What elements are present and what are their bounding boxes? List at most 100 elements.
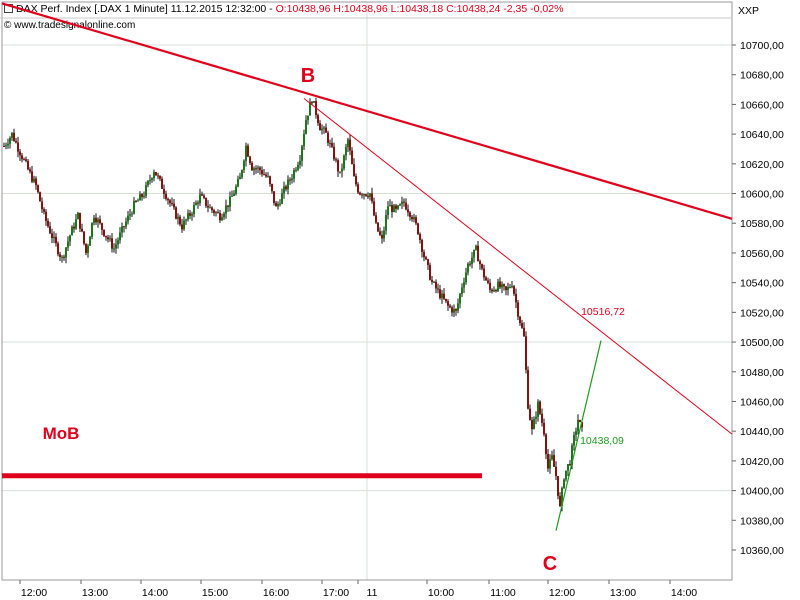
candle-body [475, 245, 477, 250]
candle-body [537, 401, 539, 417]
candle-body [143, 195, 145, 197]
candle-body [349, 139, 351, 151]
candle-body [77, 212, 79, 220]
candle-body [443, 293, 445, 299]
candle-body [437, 288, 439, 290]
candle-body [373, 201, 375, 216]
candle-body [491, 289, 493, 292]
candle-body [237, 179, 239, 187]
candle-body [157, 175, 159, 177]
candle-body [411, 216, 413, 220]
candle-body [277, 203, 279, 207]
candle-body [75, 219, 77, 229]
candle-body [499, 281, 501, 288]
candle-body [149, 180, 151, 182]
candle-body [273, 191, 275, 203]
candle-body [355, 176, 357, 185]
candle-body [205, 197, 207, 206]
candle-body [553, 455, 555, 467]
candle-body [407, 209, 409, 213]
candle-body [417, 223, 419, 235]
candle-body [231, 195, 233, 197]
candle-body [535, 416, 537, 419]
candle-body [233, 193, 235, 196]
candle-body [267, 176, 269, 178]
datetime-label: 11.12.2015 12:32:00 [170, 3, 267, 15]
candle-body [527, 369, 529, 409]
candle-body [49, 226, 51, 234]
candle-body [99, 219, 101, 224]
instrument-label: DAX Perf. Index [.DAX [16, 3, 122, 15]
candle-body [21, 155, 23, 160]
candle-body [511, 286, 513, 288]
candle-body [401, 201, 403, 205]
candle-body [337, 160, 339, 172]
candle-body [245, 145, 247, 161]
candle-body [159, 175, 161, 179]
candle-body [11, 132, 13, 138]
x-tick-label: 12:00 [21, 587, 47, 599]
candle-body [523, 327, 525, 337]
candle-body [363, 194, 365, 196]
candle-body [29, 169, 31, 172]
candle-body [403, 201, 405, 203]
candle-body [19, 151, 21, 156]
candle-body [239, 177, 241, 180]
candle-body [427, 259, 429, 266]
candle-body [47, 220, 49, 227]
candle-body [507, 286, 509, 291]
candle-body [127, 215, 129, 222]
candle-body [209, 207, 211, 209]
candle-body [105, 235, 107, 238]
candle-body [409, 212, 411, 217]
candle-body [155, 171, 157, 176]
candle-body [461, 287, 463, 294]
candle-body [39, 192, 41, 202]
candle-body [107, 237, 109, 240]
candle-body [473, 249, 475, 258]
candle-body [279, 203, 281, 205]
candle-body [313, 101, 315, 103]
candle-body [289, 179, 291, 181]
candle-body [531, 419, 533, 430]
candle-body [13, 132, 15, 141]
candle-body [299, 160, 301, 165]
candle-body [477, 245, 479, 262]
candle-body [455, 309, 457, 311]
candle-body [219, 212, 221, 221]
candle-body [503, 284, 505, 287]
x-tick-label: 12:00 [549, 587, 575, 599]
candle-body [191, 214, 193, 216]
candle-body [197, 202, 199, 204]
axes: 10360,00 10380,00 10400,00 10420,00 10440,00… [0, 1, 784, 599]
candle-body [321, 128, 323, 131]
candle-body [347, 139, 349, 148]
candle-body [581, 422, 583, 428]
candle-body [187, 213, 189, 220]
candle-body [333, 146, 335, 160]
candle-body [377, 222, 379, 232]
x-tick-label: 15:00 [202, 587, 228, 599]
candle-body [189, 213, 191, 216]
candle-body [263, 174, 265, 176]
candle-body [217, 212, 219, 214]
candle-body [261, 170, 263, 175]
x-tick-label: 17:00 [323, 587, 349, 599]
candle-body [87, 245, 89, 254]
x-tick-label: 14:00 [671, 587, 697, 599]
candle-body [169, 200, 171, 204]
candle-body [221, 217, 223, 221]
candle-body [425, 257, 427, 260]
candle-body [177, 216, 179, 219]
candle-body [65, 247, 67, 258]
candle-body [301, 146, 303, 161]
candle-body [185, 219, 187, 221]
candle-body [345, 147, 347, 156]
candle-body [9, 137, 11, 144]
candle-body [369, 193, 371, 197]
candle-body [223, 213, 225, 218]
close-change-label: C:10438,24 -2,35 -0,02% [446, 3, 564, 15]
copyright-icon: © [4, 20, 12, 31]
candle-body [241, 170, 243, 178]
